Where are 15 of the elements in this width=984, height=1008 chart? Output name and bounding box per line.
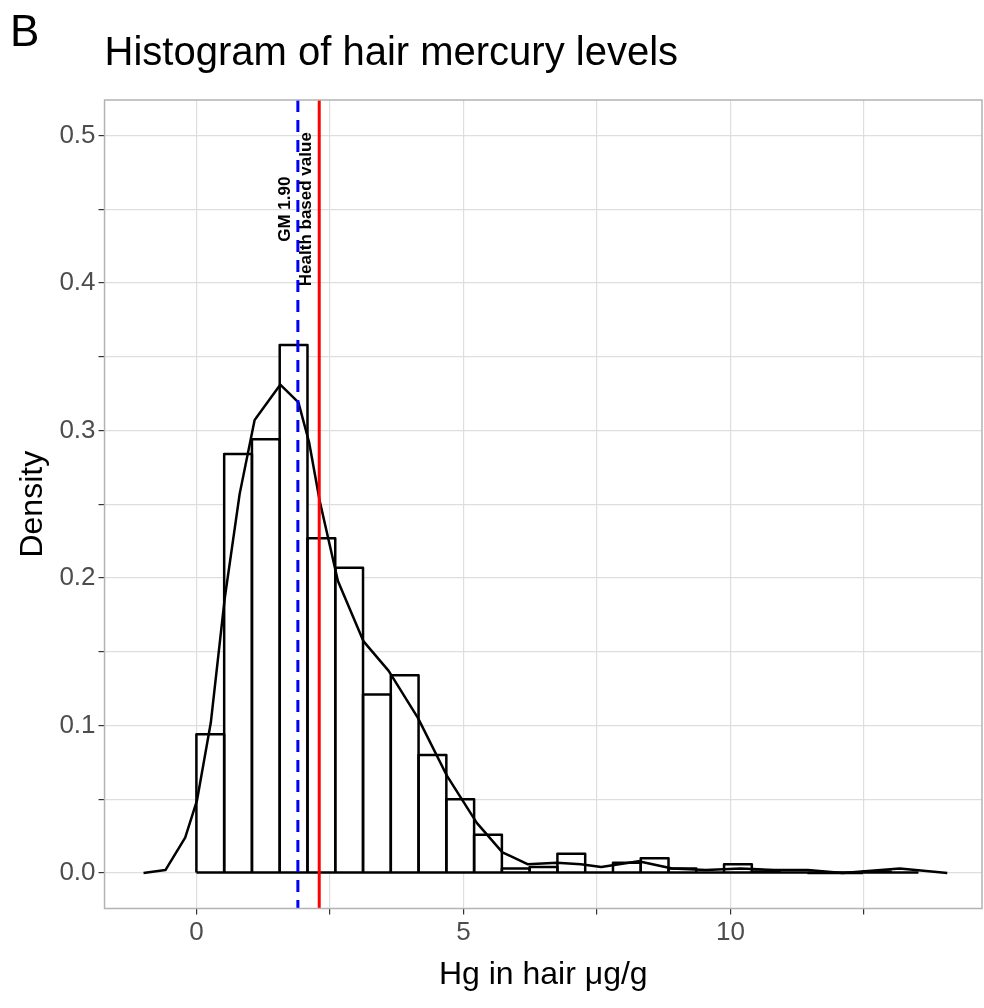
ref-line-label: Health based value — [296, 132, 316, 287]
x-tick-label: 5 — [456, 916, 471, 947]
text: B — [10, 6, 40, 56]
y-tick-label: 0.0 — [59, 856, 96, 887]
y-tick-label: 0.3 — [59, 413, 96, 444]
y-axis-title: Density — [13, 450, 50, 558]
y-tick-label: 0.2 — [59, 561, 96, 592]
y-tick-label: 0.1 — [59, 708, 96, 739]
y-tick-label: 0.5 — [59, 118, 96, 149]
x-axis-title: Hg in hair μg/g — [438, 954, 648, 991]
ref-line-label: GM 1.90 — [275, 176, 295, 242]
y-tick-label: 0.4 — [59, 266, 96, 297]
x-tick-label: 0 — [189, 916, 204, 947]
chart-title: Histogram of hair mercury levels — [104, 29, 679, 74]
x-tick-label: 10 — [716, 916, 745, 947]
